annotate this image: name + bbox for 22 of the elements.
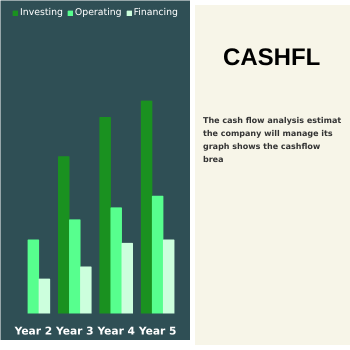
bar [80,266,92,314]
bar [152,196,164,314]
x-tick-label: Year 2 [14,324,52,338]
x-tick-label: Year 4 [96,324,135,338]
bar [38,278,50,314]
x-tick-label: Year 5 [138,324,176,338]
bar [28,240,40,314]
bar [110,207,122,314]
bar [140,100,152,314]
text: the company will manage its [203,129,333,138]
legend-label: Investing [20,7,63,18]
bar [122,242,134,314]
bar [58,156,70,314]
legend-label: Operating [74,7,122,18]
x-tick-label: Year 3 [55,324,94,338]
text: The cash flow analysis estimat [203,116,342,126]
text: graph shows the cashflow brea [203,142,320,164]
text: CASHFL [223,43,322,73]
bar [99,116,111,314]
bar [69,219,81,314]
bar [162,240,174,314]
legend-label: Financing [134,7,178,18]
